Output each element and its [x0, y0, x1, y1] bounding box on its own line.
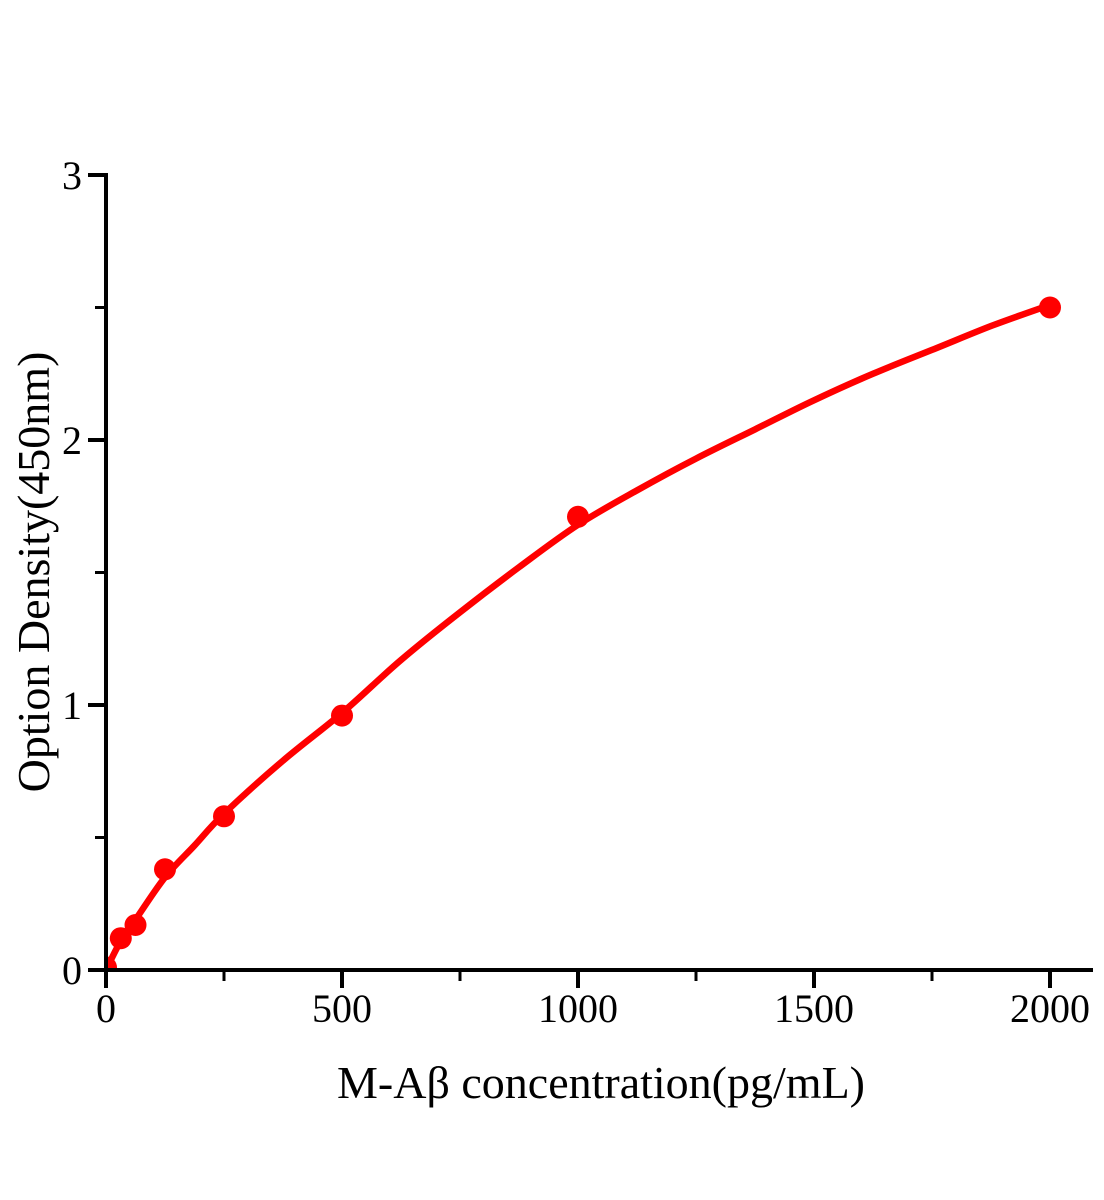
x-tick-label: 1500	[774, 986, 854, 1031]
data-point	[1039, 296, 1061, 319]
data-layer	[108, 296, 1061, 968]
x-axis-title: M-Aβ concentration(pg/mL)	[337, 1057, 865, 1108]
data-point	[567, 505, 589, 528]
y-tick-label: 1	[62, 683, 82, 728]
data-point	[124, 914, 147, 936]
data-point	[109, 927, 132, 950]
x-tick-label: 2000	[1010, 986, 1090, 1031]
fit-curve	[108, 301, 1054, 968]
y-axis-title: Option Density(450nm)	[8, 351, 59, 793]
data-point	[213, 805, 235, 828]
data-point	[154, 858, 176, 881]
data-point	[331, 704, 353, 727]
data-point	[108, 956, 117, 968]
y-tick-label: 0	[62, 948, 82, 993]
x-tick-label: 0	[96, 986, 116, 1031]
x-tick-label: 500	[312, 986, 372, 1031]
x-tick-label: 1000	[538, 986, 618, 1031]
y-tick-label: 2	[62, 418, 82, 463]
y-tick-label: 3	[62, 153, 82, 198]
